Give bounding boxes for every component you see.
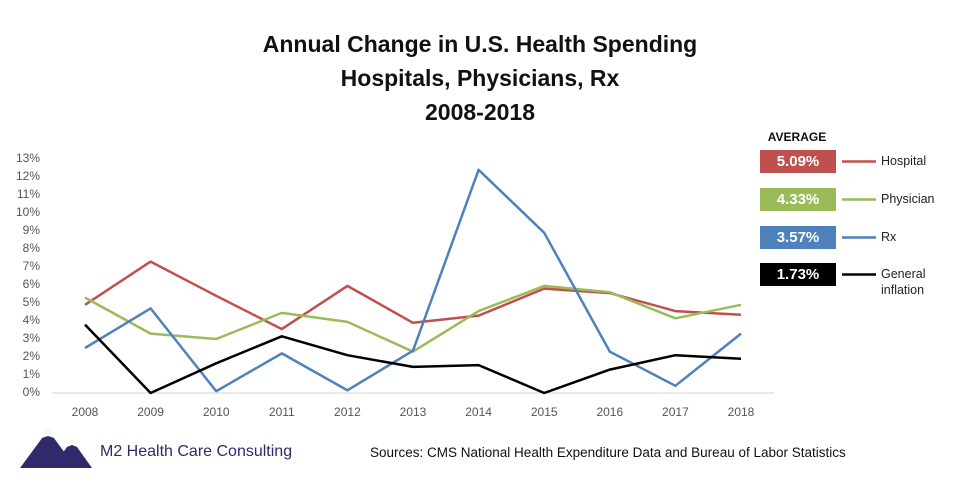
y-tick-label: 2% <box>23 349 41 363</box>
y-tick-label: 7% <box>23 259 41 273</box>
x-tick-label: 2013 <box>400 405 427 419</box>
chart-title: Annual Change in U.S. Health Spending <box>263 31 697 57</box>
y-tick-label: 10% <box>16 205 40 219</box>
sources: Sources: CMS National Health Expenditure… <box>370 445 846 460</box>
average-box: 3.57% <box>760 226 836 249</box>
y-tick-label: 13% <box>16 151 40 165</box>
x-tick-label: 2008 <box>72 405 99 419</box>
logo <box>20 430 92 468</box>
y-tick-label: 4% <box>23 313 41 327</box>
chart-title: Hospitals, Physicians, Rx <box>341 65 620 91</box>
series-line <box>84 168 742 393</box>
average-box: 1.73% <box>760 263 836 286</box>
x-tick-label: 2017 <box>662 405 689 419</box>
y-tick-label: 5% <box>23 295 41 309</box>
x-tick-label: 2015 <box>531 405 558 419</box>
y-tick-label: 0% <box>23 385 41 399</box>
legend-label: Rx <box>881 230 897 244</box>
chart-title: 2008-2018 <box>425 99 535 125</box>
y-tick-label: 11% <box>17 187 40 201</box>
x-tick-label: 2012 <box>334 405 361 419</box>
x-tick-label: 2010 <box>203 405 230 419</box>
x-tick-label: 2014 <box>465 405 492 419</box>
average-box: 5.09% <box>760 150 836 173</box>
x-tick-label: 2009 <box>137 405 164 419</box>
legend-label: General inflation <box>881 267 926 297</box>
series-line <box>84 284 742 353</box>
x-tick-label: 2011 <box>269 405 295 419</box>
average-box: 4.33% <box>760 188 836 211</box>
legend-label: Hospital <box>881 154 927 168</box>
y-tick-label: 9% <box>23 223 41 237</box>
legend-title: AVERAGE <box>768 130 826 144</box>
y-tick-label: 12% <box>16 169 40 183</box>
brand: M2 Health Care Consulting <box>100 443 293 460</box>
y-tick-label: 3% <box>23 331 41 345</box>
x-tick-label: 2018 <box>728 405 755 419</box>
series-line <box>84 260 742 331</box>
y-tick-label: 1% <box>23 367 41 381</box>
y-tick-label: 6% <box>23 277 41 291</box>
legend-label: Physician <box>881 192 935 206</box>
series-line <box>84 323 742 395</box>
y-tick-label: 8% <box>23 241 41 255</box>
x-tick-label: 2016 <box>596 405 623 419</box>
